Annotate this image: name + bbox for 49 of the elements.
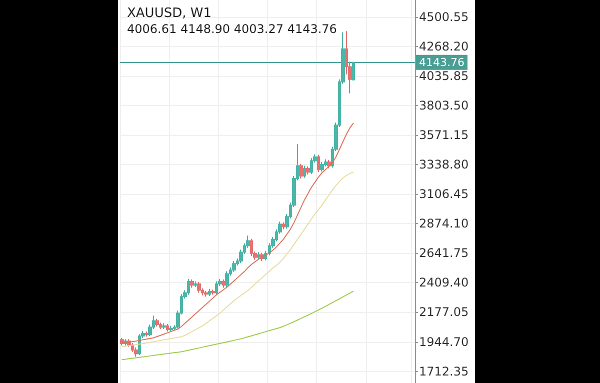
y-tick-label: 2409.40 [419,276,469,290]
y-tick-label: 1944.70 [419,334,469,349]
candlestick [215,280,218,296]
candlestick [208,288,211,296]
candlestick [225,270,229,288]
candlestick [190,278,194,288]
candlestick [211,289,215,296]
y-tick-label: 3106.45 [419,187,469,202]
candlestick [166,323,169,332]
candlestick [317,154,320,173]
text: XAUUSD, W1 [127,6,212,21]
y-tick-label: 1712.35 [419,364,469,378]
y-tick-label: 4035.85 [419,69,469,84]
text: 4006.61 4148.90 4003.27 4143.76 [127,22,337,36]
y-tick-label: 3571.15 [419,128,469,142]
candlestick [299,163,303,179]
candlestick [222,278,225,288]
line-series [121,290,354,360]
candlestick [155,318,159,327]
candlestick [250,238,253,256]
candlestick [352,61,355,81]
candlestick [204,290,208,298]
line-series [121,122,354,344]
candlestick [131,342,134,352]
candlestick [162,322,166,330]
candlestick [194,280,197,288]
y-tick-label: 3803.50 [419,98,469,113]
candlestick [257,252,260,260]
candlestick [169,325,173,332]
candlestick [303,165,306,178]
candlestick [145,331,148,338]
candlestick [187,278,190,296]
candlestick [159,322,162,330]
y-tick-label: 2874.10 [419,216,469,231]
candlestick [232,260,236,272]
y-tick-label: 4500.55 [419,10,469,24]
candlestick [197,282,201,294]
candlestick [320,161,324,172]
candlestick [282,222,285,230]
line-series [121,171,354,348]
candlestick [310,158,313,175]
candlestick [134,346,138,358]
y-tick-label: 3338.80 [419,158,469,172]
y-tick-label: 2177.05 [419,305,469,320]
y-tick-label: 2641.75 [419,246,469,260]
candlestick [327,160,331,169]
candlestick [306,166,310,176]
y-tick-label: 4268.20 [419,40,469,54]
ref-line-label: 4143.76 [419,56,464,69]
